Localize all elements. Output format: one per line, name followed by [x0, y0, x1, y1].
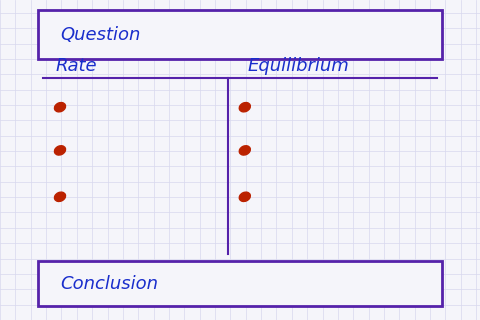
FancyBboxPatch shape — [38, 10, 442, 59]
Ellipse shape — [54, 146, 66, 155]
Text: Question: Question — [60, 26, 140, 44]
FancyBboxPatch shape — [38, 261, 442, 306]
Ellipse shape — [54, 102, 66, 112]
Text: Conclusion: Conclusion — [60, 275, 158, 293]
Ellipse shape — [239, 192, 251, 202]
Text: Equilibrium: Equilibrium — [247, 57, 349, 75]
Ellipse shape — [239, 146, 251, 155]
Ellipse shape — [239, 102, 251, 112]
Ellipse shape — [54, 192, 66, 202]
Text: Rate: Rate — [55, 57, 97, 75]
